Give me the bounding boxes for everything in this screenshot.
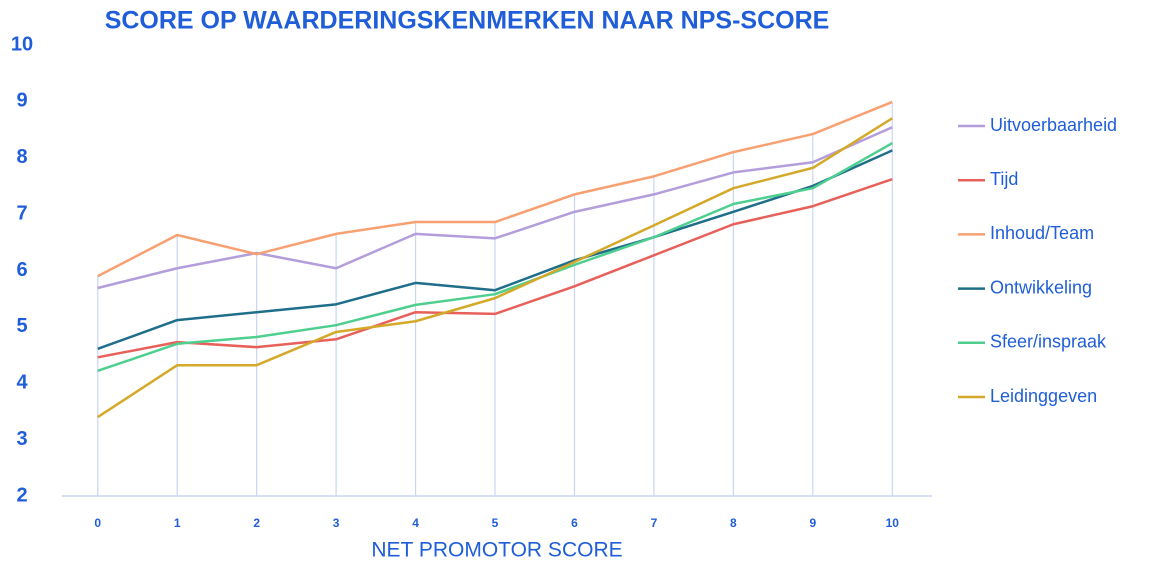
y-tick-label: 4	[16, 372, 28, 394]
chart-title: SCORE OP WAARDERINGSKENMERKEN NAAR NPS-S…	[105, 7, 830, 35]
x-tick-label: 4	[412, 516, 419, 530]
x-tick-label: 6	[571, 516, 578, 530]
y-tick-label: 3	[16, 428, 27, 450]
y-tick-label: 6	[16, 259, 27, 281]
x-tick-label: 1	[174, 516, 181, 530]
y-tick-label: 7	[16, 202, 27, 224]
x-tick-label: 5	[492, 516, 499, 530]
x-tick-label: 8	[730, 516, 737, 530]
legend-label: Ontwikkeling	[990, 277, 1092, 297]
series-line	[97, 126, 893, 290]
y-tick-label: 10	[11, 33, 33, 55]
series-line	[97, 149, 893, 351]
y-tick-label: 2	[16, 484, 27, 506]
x-tick-label: 7	[651, 516, 658, 530]
legend-label: Inhoud/Team	[990, 223, 1094, 243]
legend-label: Tijd	[990, 169, 1018, 189]
series-line	[97, 117, 893, 419]
x-tick-label: 10	[886, 516, 900, 530]
series-line	[97, 177, 893, 359]
series-line	[97, 100, 893, 278]
x-axis-label: NET PROMOTOR SCORE	[371, 539, 622, 562]
y-tick-label: 8	[16, 146, 27, 168]
legend-label: Uitvoerbaarheid	[990, 115, 1117, 135]
x-tick-label: 0	[94, 516, 101, 530]
y-tick-label: 5	[16, 315, 27, 337]
legend-label: Leidinggeven	[990, 386, 1097, 406]
y-tick-label: 9	[16, 90, 27, 112]
x-tick-label: 2	[253, 516, 260, 530]
x-tick-label: 9	[809, 516, 816, 530]
series-line	[97, 142, 893, 373]
x-tick-label: 3	[333, 516, 340, 530]
legend-label: Sfeer/inspraak	[990, 332, 1107, 352]
